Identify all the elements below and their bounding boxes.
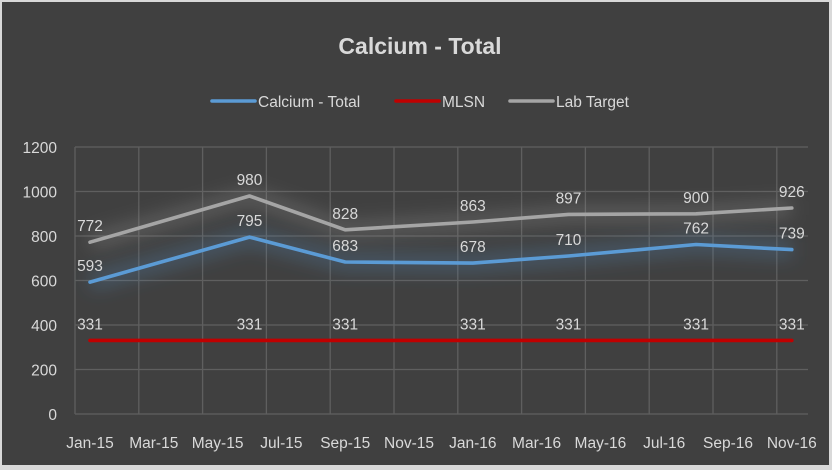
x-tick-label: Mar-15 [129,435,178,452]
y-tick-label: 1000 [23,185,58,202]
legend-item: MLSN [394,94,485,111]
gridlines [74,146,808,415]
x-tick-label: Nov-16 [767,435,817,452]
data-label: 863 [460,198,486,215]
data-label: 331 [556,316,582,333]
data-label: 710 [556,232,582,249]
y-tick-label: 600 [31,274,57,291]
y-axis: 0 200 400 600 800 1000 1200 [23,140,58,424]
x-tick-label: Sep-16 [703,435,753,452]
data-label: 980 [237,172,263,189]
data-label: 900 [683,190,709,207]
data-label: 926 [779,184,805,201]
x-tick-label: Jul-15 [260,435,302,452]
series-lines [88,194,794,343]
x-tick-label: Jan-16 [449,435,496,452]
legend-label: Calcium - Total [258,94,360,111]
y-tick-label: 800 [31,229,57,246]
x-tick-label: Nov-15 [384,435,434,452]
x-tick-label: Mar-16 [512,435,561,452]
data-label: 331 [332,316,358,333]
legend-label: Lab Target [556,94,630,111]
chart-title: Calcium - Total [338,33,501,59]
data-label: 762 [683,220,709,237]
x-tick-label: Jan-15 [66,435,113,452]
y-tick-label: 400 [31,318,57,335]
series-line-calcium-total [88,235,794,284]
data-label: 683 [332,238,358,255]
data-label: 331 [77,316,103,333]
legend: Calcium - Total MLSN Lab Target [210,94,630,111]
y-tick-label: 200 [31,363,57,380]
series-line-lab-target [88,194,794,244]
y-tick-label: 1200 [23,140,58,157]
legend-label: MLSN [442,94,485,111]
x-tick-label: May-16 [575,435,627,452]
data-labels: 593 795 683 678 710 762 739 331 331 331 331 331 331 3… [77,172,805,333]
legend-item: Lab Target [508,94,630,111]
data-label: 331 [460,316,486,333]
y-tick-label: 0 [48,407,57,424]
x-tick-label: May-15 [192,435,244,452]
x-axis: Jan-15 Mar-15 May-15 Jul-15 Sep-15 Nov-15 Jan-… [66,435,816,452]
data-label: 331 [237,316,263,333]
data-label: 593 [77,258,103,275]
data-label: 772 [77,218,103,235]
legend-item: Calcium - Total [210,94,360,111]
data-label: 897 [556,190,582,207]
data-label: 331 [683,316,709,333]
data-label: 739 [779,226,805,243]
data-label: 331 [779,316,805,333]
chart-area: Calcium - Total Calcium - Total MLSN Lab T… [2,2,829,465]
x-tick-label: Sep-15 [320,435,370,452]
x-tick-label: Jul-16 [643,435,685,452]
data-label: 678 [460,239,486,256]
data-label: 795 [237,213,263,230]
data-label: 828 [332,206,358,223]
